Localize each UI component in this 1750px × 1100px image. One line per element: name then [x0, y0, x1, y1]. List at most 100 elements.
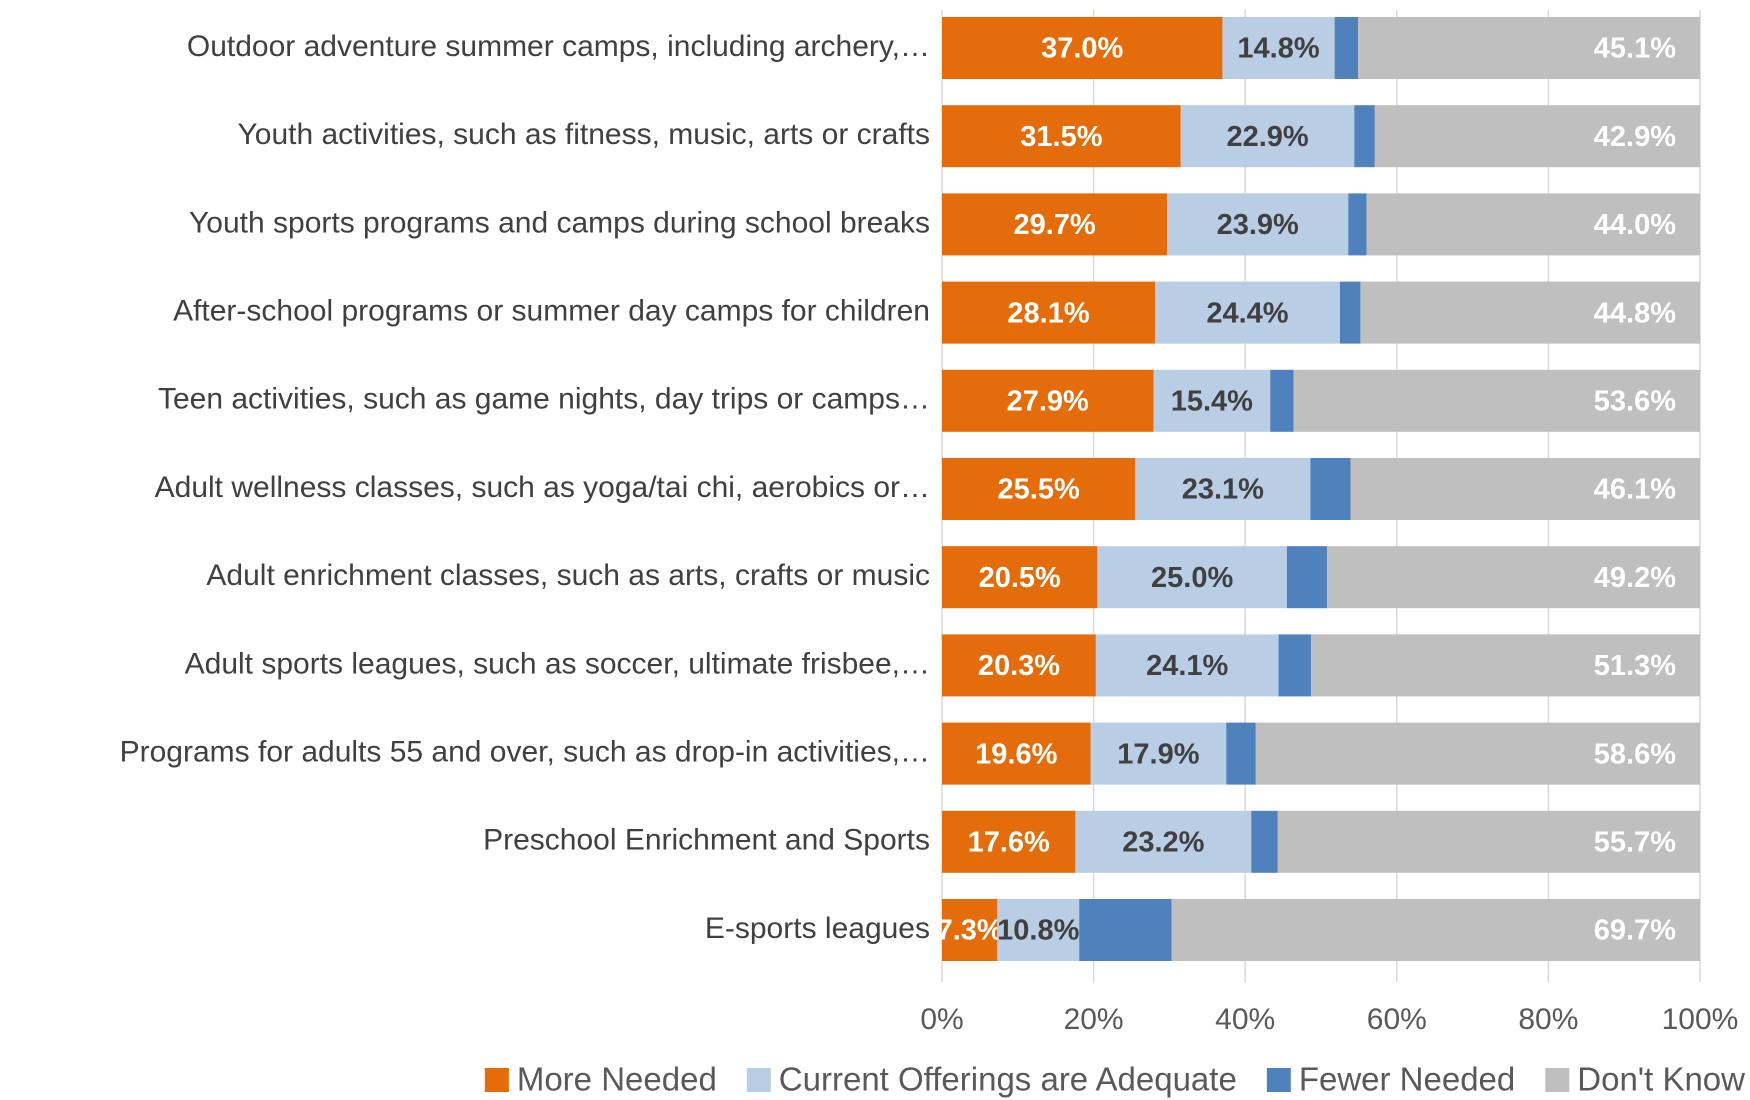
value-label: 17.6% [968, 826, 1050, 858]
bar-segment [942, 458, 1136, 520]
bar-segment [1310, 458, 1351, 520]
bar-segment [1374, 105, 1700, 168]
value-label: 22.9% [1226, 121, 1308, 153]
value-label: 14.8% [1237, 33, 1319, 65]
bar-segment [1350, 458, 1700, 520]
value-label: 29.7% [1013, 209, 1095, 241]
value-label: 23.1% [1182, 474, 1264, 506]
bar-segment [1277, 810, 1700, 873]
bar-segment [1090, 722, 1227, 785]
legend-label: Fewer Needed [1299, 1061, 1515, 1098]
bar-segment [1358, 17, 1700, 79]
bar-segment [1339, 281, 1361, 344]
bar-segment [1360, 281, 1700, 344]
bar-segment [942, 17, 1223, 79]
bar-segment [942, 546, 1098, 609]
bar-segment [1222, 17, 1335, 79]
value-label: 10.8% [997, 915, 1079, 947]
value-label: 42.9% [1594, 121, 1676, 153]
value-label: 49.2% [1594, 562, 1676, 594]
x-tick-label: 80% [1518, 1003, 1578, 1036]
bar-segment [1354, 105, 1375, 168]
category-label: After-school programs or summer day camp… [173, 295, 930, 328]
bar-segment [942, 722, 1091, 785]
bar-segment [1226, 722, 1256, 785]
bar-segment [942, 899, 998, 961]
value-label: 25.0% [1151, 562, 1233, 594]
category-label: Outdoor adventure summer camps, includin… [187, 30, 930, 63]
value-label: 53.6% [1594, 385, 1676, 417]
bar-segment [1286, 546, 1328, 609]
bar-segment [942, 193, 1168, 256]
legend-label: Current Offerings are Adequate [779, 1061, 1237, 1098]
bar-segment [1154, 281, 1340, 344]
bar-segment [1270, 369, 1294, 432]
value-label: 46.1% [1594, 474, 1676, 506]
category-label: Adult enrichment classes, such as arts, … [206, 559, 930, 592]
value-label: 27.9% [1007, 385, 1089, 417]
bar-segment [1180, 105, 1355, 168]
bar-segment [942, 105, 1181, 168]
legend-swatch [1266, 1068, 1291, 1092]
category-label: Adult sports leagues, such as soccer, ul… [185, 647, 930, 680]
bar-segment [1075, 810, 1252, 873]
value-label: 17.9% [1117, 738, 1199, 770]
category-label: Teen activities, such as game nights, da… [158, 383, 930, 416]
bar-segment [942, 369, 1154, 432]
value-label: 23.9% [1217, 209, 1299, 241]
value-label: 28.1% [1007, 297, 1089, 329]
category-label: Adult wellness classes, such as yoga/tai… [155, 471, 930, 504]
legend-label: More Needed [517, 1061, 717, 1098]
bar-segment [1311, 634, 1700, 697]
legend: More Needed Current Offerings are Adequat… [484, 1061, 1745, 1098]
value-label: 55.7% [1594, 826, 1676, 858]
bar-segment [1251, 810, 1278, 873]
category-label: Youth sports programs and camps during s… [189, 206, 930, 239]
x-tick-label: 40% [1215, 1003, 1275, 1036]
bar-segment [1135, 458, 1311, 520]
bar-segment [1097, 546, 1287, 609]
bar-segment [1334, 17, 1359, 79]
bar-segment [997, 899, 1080, 961]
value-label: 7.3% [937, 915, 1003, 947]
value-label: 19.6% [975, 738, 1057, 770]
legend-swatch [746, 1068, 771, 1092]
value-label: 20.5% [979, 562, 1061, 594]
value-label: 44.0% [1594, 209, 1676, 241]
bar-segment [942, 281, 1155, 344]
value-label: 15.4% [1171, 385, 1253, 417]
value-label: 45.1% [1594, 33, 1676, 65]
bar-segment [1079, 899, 1172, 961]
value-label: 44.8% [1594, 297, 1676, 329]
bar-segment [1255, 722, 1700, 785]
category-label: Youth activities, such as fitness, music… [238, 118, 931, 151]
category-label: E-sports leagues [705, 912, 930, 945]
bar-segment [1327, 546, 1700, 609]
value-label: 24.1% [1146, 650, 1228, 682]
value-label: 24.4% [1206, 297, 1288, 329]
value-label: 51.3% [1594, 650, 1676, 682]
bar-segment [942, 634, 1096, 697]
value-label: 20.3% [978, 650, 1060, 682]
bar-segment [1095, 634, 1279, 697]
value-label: 23.2% [1122, 826, 1204, 858]
x-tick-label: 20% [1064, 1003, 1124, 1036]
bar-segment [1278, 634, 1312, 697]
bar-segment [1153, 369, 1271, 432]
bar-segment [1167, 193, 1349, 256]
category-label: Programs for adults 55 and over, such as… [120, 736, 930, 769]
bar-segment [942, 810, 1076, 873]
x-tick-label: 100% [1662, 1003, 1739, 1036]
legend-label: Don't Know [1577, 1061, 1745, 1098]
bar-segment [1366, 193, 1700, 256]
value-label: 69.7% [1594, 915, 1676, 947]
x-tick-label: 60% [1367, 1003, 1427, 1036]
legend-swatch [484, 1068, 509, 1092]
value-label: 31.5% [1020, 121, 1102, 153]
bar-segment [1171, 899, 1700, 961]
legend-swatch [1545, 1068, 1570, 1092]
category-label: Preschool Enrichment and Sports [483, 824, 930, 857]
value-label: 58.6% [1594, 738, 1676, 770]
value-label: 25.5% [998, 474, 1080, 506]
